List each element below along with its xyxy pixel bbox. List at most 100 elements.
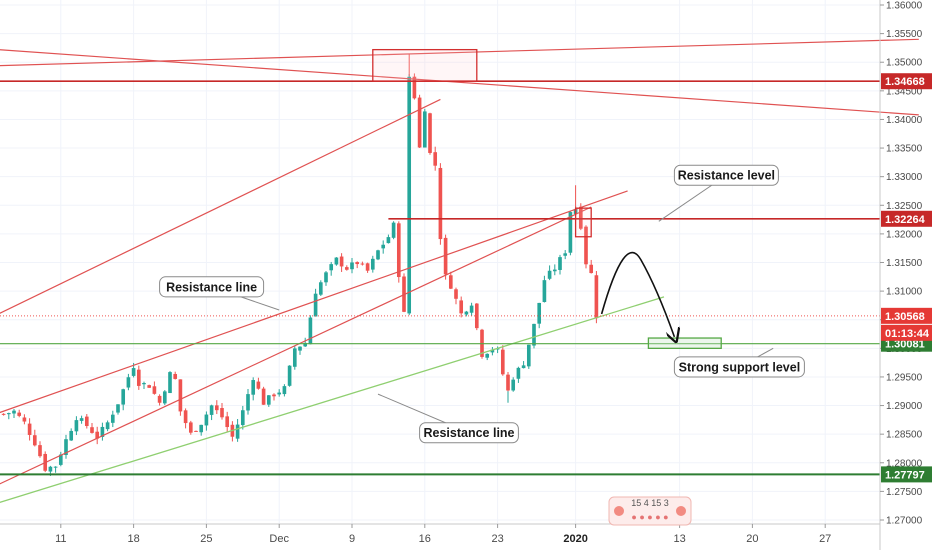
candle xyxy=(162,390,167,406)
candle-body xyxy=(90,427,94,433)
candle xyxy=(6,412,11,420)
x-tick-label: 27 xyxy=(819,533,831,545)
price-tag-1.32264: 1.32264 xyxy=(881,210,932,227)
price-tag-timer: 01:13:44 xyxy=(881,324,932,341)
candle-body xyxy=(84,416,89,427)
candle xyxy=(240,405,245,430)
candle-body xyxy=(360,263,365,265)
candle xyxy=(178,379,183,416)
candle xyxy=(277,389,282,397)
candle xyxy=(266,395,271,407)
candle xyxy=(53,466,58,473)
highlight-box-2 xyxy=(574,207,592,238)
candle xyxy=(563,250,568,260)
candle xyxy=(261,386,266,405)
candle-body xyxy=(38,445,42,457)
candle xyxy=(334,257,339,266)
highlight-box-3 xyxy=(647,337,722,349)
candle xyxy=(22,414,27,425)
candle-body xyxy=(105,422,110,430)
candle xyxy=(194,430,198,432)
candle xyxy=(485,353,490,361)
candle xyxy=(329,261,334,276)
candle-body xyxy=(79,418,84,421)
candle-body xyxy=(370,258,375,270)
candle xyxy=(558,254,562,275)
price-tag-1.27797-text: 1.27797 xyxy=(885,469,925,481)
x-tick-label: 2020 xyxy=(563,533,587,545)
highlight-boxes[interactable] xyxy=(372,48,722,349)
candle xyxy=(121,388,126,411)
candle-body xyxy=(376,250,380,260)
candle-body xyxy=(287,365,292,386)
candle xyxy=(183,408,188,429)
candle-body xyxy=(381,244,386,249)
candle xyxy=(303,337,308,347)
candle-body xyxy=(282,386,287,395)
candle xyxy=(116,404,120,415)
price-tag-1.32264-text: 1.32264 xyxy=(885,214,926,226)
y-tick-label: 1.32500 xyxy=(886,201,923,212)
candle xyxy=(136,365,141,390)
candle-body xyxy=(220,408,224,418)
candle-body xyxy=(110,414,115,423)
candle xyxy=(547,265,552,281)
highlight-box-1 xyxy=(372,48,478,82)
candle xyxy=(38,441,42,458)
candle-body xyxy=(116,404,120,413)
trend-line-1 xyxy=(0,49,919,116)
candle-body xyxy=(438,167,443,240)
callout-labels[interactable]: Resistance level Resistance line Strong su… xyxy=(159,164,805,444)
candle-body xyxy=(168,372,172,394)
candle xyxy=(272,393,276,401)
candle xyxy=(526,344,531,369)
y-tick-label: 1.29000 xyxy=(886,401,923,412)
y-tick-label: 1.31500 xyxy=(886,258,923,269)
y-tick-label: 1.29500 xyxy=(886,372,923,383)
candle xyxy=(282,384,287,397)
candle xyxy=(204,411,209,431)
y-tick-label: 1.33500 xyxy=(886,144,923,155)
candle xyxy=(396,221,401,283)
candle-body xyxy=(58,454,63,465)
candle xyxy=(173,371,178,380)
candle xyxy=(402,273,406,313)
price-tag-1.34668-text: 1.34668 xyxy=(885,76,925,88)
y-tick-label: 1.27000 xyxy=(886,516,923,527)
candle xyxy=(12,409,16,418)
candle xyxy=(339,253,344,272)
candle xyxy=(454,287,458,305)
x-tick-label: 11 xyxy=(55,533,66,545)
candle-body xyxy=(324,272,328,283)
candle-body xyxy=(329,264,334,271)
x-tick-label: Dec xyxy=(269,533,289,545)
candle xyxy=(365,262,370,273)
candle-body xyxy=(277,392,282,395)
candle xyxy=(308,315,313,345)
candle xyxy=(376,249,380,261)
candle-body xyxy=(126,377,131,388)
candle xyxy=(69,428,74,441)
candle xyxy=(214,400,219,415)
candle xyxy=(157,394,162,406)
price-tag-current-bg xyxy=(881,307,932,324)
projection-arrow[interactable] xyxy=(600,251,675,337)
candle-body xyxy=(521,365,526,369)
candle-body xyxy=(339,256,344,267)
candle xyxy=(500,345,505,376)
candle xyxy=(32,429,37,447)
candle-body xyxy=(318,282,323,295)
price-tags: 1.34668 1.32264 1.30081 1.27797 1.30568 01:13… xyxy=(881,73,932,483)
candle-body xyxy=(22,417,27,422)
candle xyxy=(386,234,391,244)
candle-body xyxy=(214,405,219,411)
watermark-logo: 15 4 15 3 ● ● ● ● ● xyxy=(608,496,692,526)
trend-lines[interactable] xyxy=(0,38,919,504)
candle xyxy=(412,73,417,100)
candle xyxy=(246,389,250,415)
callout-label: Resistance line xyxy=(423,426,514,440)
candle-body xyxy=(526,344,531,367)
y-tick-label: 1.33000 xyxy=(886,172,923,183)
candle-body xyxy=(594,275,599,319)
